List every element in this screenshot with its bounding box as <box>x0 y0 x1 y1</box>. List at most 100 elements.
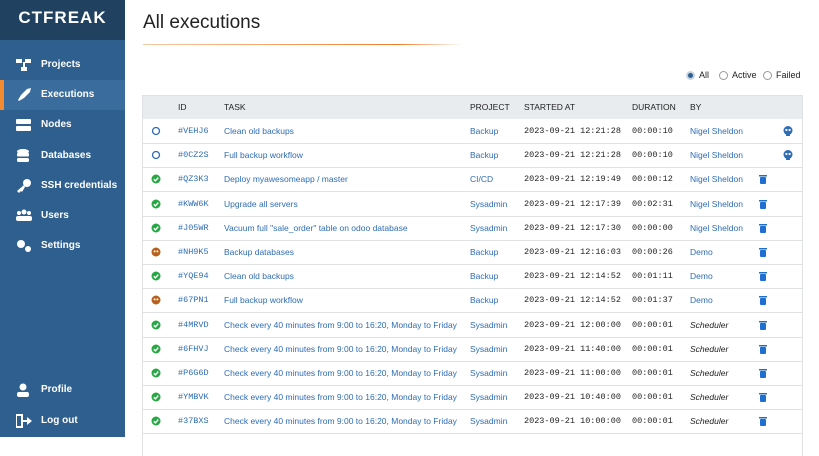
execution-id[interactable]: #KWW6K <box>178 198 209 209</box>
nav-label[interactable]: SSH credentials <box>41 179 118 191</box>
nav-item[interactable]: Projects <box>0 50 125 80</box>
filter-label[interactable]: Active <box>732 70 757 80</box>
task[interactable]: Vacuum full "sale_order" table on odoo d… <box>224 222 408 233</box>
execution-id[interactable]: #YQE94 <box>178 271 209 282</box>
table-row[interactable]: #J05WR Vacuum full "sale_order" table on … <box>143 216 802 241</box>
task[interactable]: Deploy myawesomeapp / master <box>224 174 348 185</box>
nav-item[interactable]: Log out <box>0 406 125 436</box>
table-row[interactable]: #6FHVJ Check every 40 minutes from 9:00 t… <box>143 337 802 362</box>
task[interactable]: Clean old backups <box>224 126 294 136</box>
project[interactable]: Sysadmin <box>470 392 508 403</box>
delete-button[interactable] <box>758 368 768 378</box>
execution-id[interactable]: #4MRVD <box>178 319 209 330</box>
project[interactable]: Sysadmin <box>470 319 508 330</box>
filter-label[interactable]: Failed <box>776 70 801 80</box>
execution-id[interactable]: #37BXS <box>178 416 209 427</box>
execution-id[interactable]: #QZ3K3 <box>178 174 209 185</box>
task[interactable]: Full backup workflow <box>224 150 303 161</box>
project[interactable]: CI/CD <box>470 174 494 185</box>
execution-id[interactable]: #67PN1 <box>178 295 209 306</box>
execution-id[interactable]: #VEHJ6 <box>178 126 209 136</box>
delete-button[interactable] <box>758 223 768 233</box>
table-row[interactable]: #4MRVD Check every 40 minutes from 9:00 t… <box>143 313 802 338</box>
nav-label[interactable]: Executions <box>41 89 95 101</box>
table-row[interactable]: #P6G6D Check every 40 minutes from 9:00 t… <box>143 361 802 386</box>
table-row[interactable]: #37BXS Check every 40 minutes from 9:00 t… <box>143 409 802 435</box>
kill-button[interactable] <box>783 150 793 161</box>
execution-id[interactable]: #0CZ2S <box>178 150 209 161</box>
nav-item[interactable]: Profile <box>0 375 125 405</box>
execution-id[interactable]: #6FHVJ <box>178 343 209 354</box>
table-row[interactable]: #67PN1 Full backup workflow Backup 2023-09-… <box>143 288 802 314</box>
delete-button[interactable] <box>758 174 768 185</box>
task[interactable]: Check every 40 minutes from 9:00 to 16:2… <box>224 392 457 403</box>
project[interactable]: Backup <box>470 150 499 161</box>
table-row[interactable]: #VEHJ6 Clean old backups Backup 2023-09-21 … <box>143 119 802 144</box>
execution-id[interactable]: #P6G6D <box>178 368 209 378</box>
nav-item[interactable]: Databases <box>0 141 125 171</box>
filter-label[interactable]: All <box>699 70 710 80</box>
nav-label[interactable]: Nodes <box>41 119 72 131</box>
delete-button[interactable] <box>758 199 768 209</box>
project[interactable]: Sysadmin <box>470 222 508 233</box>
task[interactable]: Check every 40 minutes from 9:00 to 16:2… <box>224 416 457 427</box>
nav-item[interactable]: Settings <box>0 231 125 261</box>
table-row[interactable]: #YQE94 Clean old backups Backup 2023-09-21 … <box>143 264 802 290</box>
filter-option[interactable]: Active <box>719 70 757 81</box>
execution-id[interactable]: #YMBVK <box>178 392 209 403</box>
delete-button[interactable] <box>758 247 768 257</box>
radio[interactable] <box>686 71 695 81</box>
nav-item[interactable]: Nodes <box>0 110 125 140</box>
task[interactable]: Check every 40 minutes from 9:00 to 16:2… <box>224 343 457 354</box>
table-row[interactable]: #NH9K5 Backup databases Backup 2023-09-21 1… <box>143 240 802 265</box>
table-row[interactable]: #0CZ2S Full backup workflow Backup 2023-09-… <box>143 143 802 169</box>
delete-button[interactable] <box>758 295 768 306</box>
execution-id[interactable]: #J05WR <box>178 222 209 233</box>
user[interactable]: Nigel Sheldon <box>690 198 743 209</box>
logo[interactable]: CTFREAK <box>0 0 125 40</box>
delete-button[interactable] <box>758 416 768 427</box>
radio[interactable] <box>719 71 728 81</box>
filter-option[interactable]: Failed <box>763 70 801 81</box>
user[interactable]: Nigel Sheldon <box>690 126 743 136</box>
table-row[interactable]: #QZ3K3 Deploy myawesomeapp / master CI/CD 2… <box>143 167 802 193</box>
project[interactable]: Backup <box>470 271 499 282</box>
radio[interactable] <box>763 71 772 81</box>
nav-item[interactable]: SSH credentials <box>0 171 125 201</box>
user[interactable]: Demo <box>690 247 713 257</box>
delete-button[interactable] <box>758 392 768 403</box>
delete-button[interactable] <box>758 271 768 282</box>
nav-label[interactable]: Settings <box>41 240 81 252</box>
task[interactable]: Full backup workflow <box>224 295 303 306</box>
task[interactable]: Backup databases <box>224 247 294 257</box>
task[interactable]: Clean old backups <box>224 271 294 282</box>
user[interactable]: Demo <box>690 271 713 282</box>
task[interactable]: Check every 40 minutes from 9:00 to 16:2… <box>224 319 457 330</box>
project[interactable]: Sysadmin <box>470 198 508 209</box>
task[interactable]: Check every 40 minutes from 9:00 to 16:2… <box>224 368 457 378</box>
project[interactable]: Sysadmin <box>470 416 508 427</box>
project[interactable]: Backup <box>470 126 499 136</box>
table-row[interactable]: #KWW6K Upgrade all servers Sysadmin 2023-09… <box>143 192 802 217</box>
nav-label[interactable]: Users <box>41 210 69 221</box>
task[interactable]: Upgrade all servers <box>224 198 298 209</box>
project[interactable]: Sysadmin <box>470 343 508 354</box>
delete-button[interactable] <box>758 344 768 354</box>
nav-item[interactable]: Executions <box>0 80 125 111</box>
user[interactable]: Nigel Sheldon <box>690 150 743 161</box>
user[interactable]: Nigel Sheldon <box>690 174 743 185</box>
nav-label[interactable]: Projects <box>41 59 81 70</box>
nav-item[interactable]: Users <box>0 201 125 231</box>
project[interactable]: Backup <box>470 247 499 257</box>
project[interactable]: Backup <box>470 295 499 306</box>
user[interactable]: Demo <box>690 295 713 306</box>
project[interactable]: Sysadmin <box>470 368 508 378</box>
kill-button[interactable] <box>783 126 793 136</box>
nav-label[interactable]: Log out <box>41 415 78 426</box>
nav-label[interactable]: Profile <box>41 384 73 395</box>
execution-id[interactable]: #NH9K5 <box>178 247 209 257</box>
filter-option[interactable]: All <box>686 70 709 81</box>
user[interactable]: Nigel Sheldon <box>690 222 743 233</box>
nav-label[interactable]: Databases <box>41 149 92 161</box>
delete-button[interactable] <box>758 320 768 330</box>
